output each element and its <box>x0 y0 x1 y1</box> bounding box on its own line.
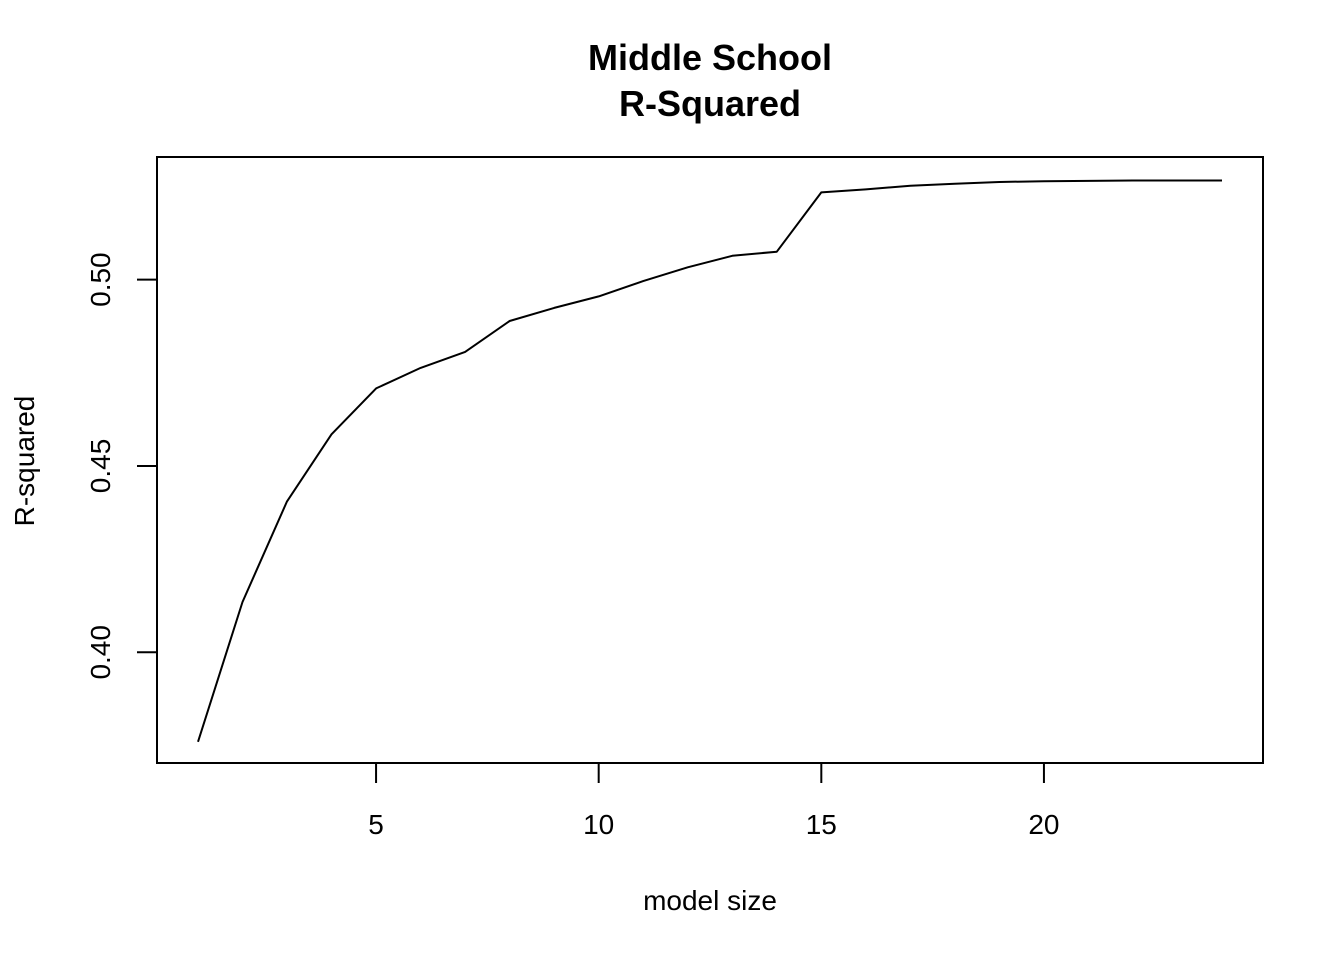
series-line <box>197 179 1222 743</box>
x-axis: 5 10 15 20 <box>368 762 1060 840</box>
y-tick-label: 0.50 <box>85 252 116 307</box>
x-tick-label: 10 <box>583 809 614 840</box>
x-tick-label: 15 <box>806 809 837 840</box>
plot-series <box>197 179 1222 743</box>
x-tick-label: 5 <box>368 809 384 840</box>
y-axis: 0.40 0.45 0.50 <box>85 252 158 680</box>
plot-frame <box>156 156 1264 764</box>
x-tick-label: 20 <box>1028 809 1059 840</box>
y-tick-label: 0.40 <box>85 625 116 680</box>
y-axis-label: R-squared <box>9 396 40 527</box>
chart-subtitle: R-Squared <box>619 83 801 124</box>
chart-title: Middle School <box>588 37 832 78</box>
y-tick-label: 0.45 <box>85 439 116 494</box>
x-axis-label: model size <box>643 885 777 916</box>
